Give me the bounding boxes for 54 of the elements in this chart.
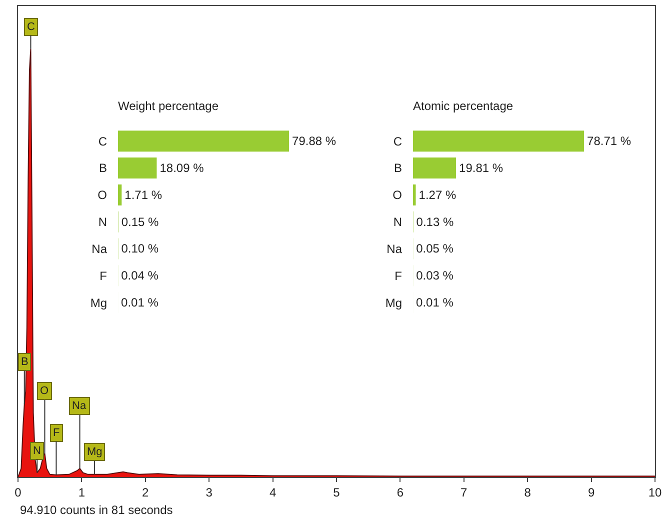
x-tick-label: 2	[142, 485, 150, 500]
chart-title: Weight percentage	[118, 99, 219, 114]
y-tick-label: O	[392, 188, 402, 202]
x-tick-label: 3	[206, 485, 213, 500]
data-label: 1.27 %	[418, 188, 456, 202]
data-label: 0.10 %	[121, 242, 159, 256]
annotation: B	[21, 356, 28, 368]
data-label: 79.88 %	[292, 134, 336, 148]
data-label: 0.01 %	[416, 296, 454, 310]
data-label: 18.09 %	[160, 161, 204, 176]
x-tick-label: 4	[269, 485, 276, 500]
y-tick-label: F	[100, 268, 107, 283]
x-tick-label: 7	[460, 485, 468, 500]
y-tick-label: F	[394, 268, 402, 283]
x-tick-label: 8	[524, 485, 532, 500]
bar	[413, 158, 456, 179]
data-label: 0.05 %	[416, 242, 454, 256]
data-label: 78.71 %	[587, 134, 632, 148]
x-tick-label: 1	[78, 485, 86, 500]
y-tick-label: N	[98, 215, 107, 230]
data-label: 0.13 %	[416, 214, 454, 229]
y-tick-label: C	[393, 134, 402, 148]
y-tick-label: Na	[386, 242, 402, 256]
x-tick-label: 9	[588, 485, 595, 500]
y-tick-label: C	[98, 134, 108, 148]
y-tick-label: Na	[92, 242, 108, 256]
y-tick-label: Mg	[385, 296, 402, 310]
y-tick-label: Mg	[90, 296, 107, 310]
data-label: 0.01 %	[121, 296, 159, 310]
bar	[118, 130, 290, 152]
bar	[413, 184, 416, 206]
data-label: 0.15 %	[121, 214, 160, 229]
data-label: 1.71 %	[124, 188, 162, 202]
y-tick-label: O	[98, 188, 107, 202]
text: 94.910 counts in 81 seconds	[20, 503, 173, 517]
y-tick-label: N	[393, 215, 402, 230]
y-tick-label: B	[98, 161, 107, 176]
x-tick-label: 6	[396, 485, 404, 500]
y-tick-label: B	[394, 161, 402, 176]
bar	[118, 158, 157, 179]
data-label: 0.04 %	[121, 268, 159, 283]
annotation: O	[40, 385, 49, 397]
annotation: C	[27, 21, 35, 33]
x-tick-label: 5	[333, 485, 340, 500]
annotation: N	[33, 445, 41, 457]
bar	[413, 130, 584, 152]
x-tick-label: 10	[648, 485, 662, 500]
chart-title: Atomic percentage	[413, 99, 514, 114]
data-label: 19.81 %	[459, 161, 504, 176]
data-label: 0.03 %	[416, 268, 454, 283]
bar	[118, 184, 122, 206]
x-tick-label: 0	[14, 485, 22, 500]
annotation: Na	[72, 400, 87, 412]
annotation: F	[53, 427, 60, 439]
